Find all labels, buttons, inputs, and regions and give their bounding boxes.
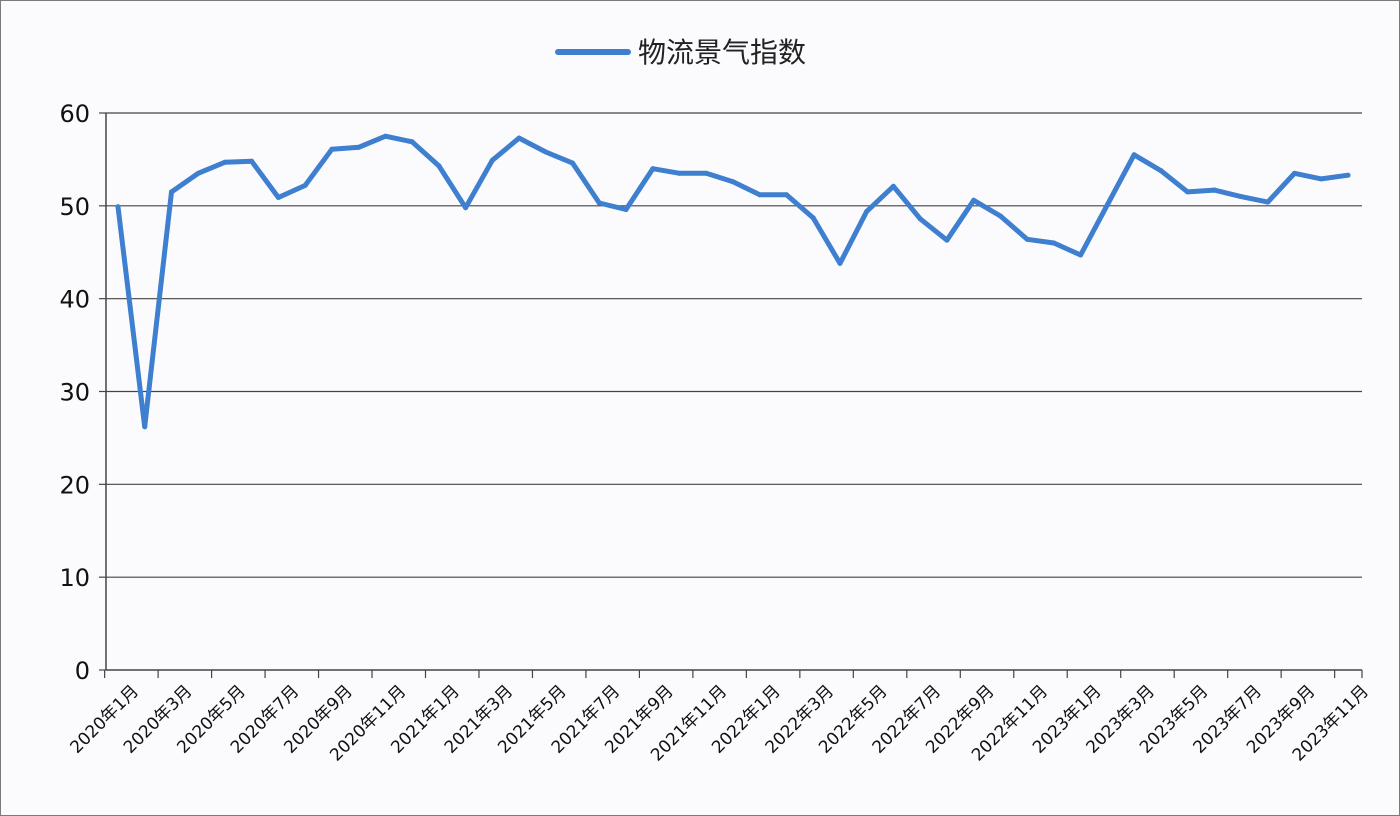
- data-point: [409, 139, 415, 145]
- data-point: [1265, 199, 1271, 205]
- data-point: [971, 197, 977, 203]
- data-point: [944, 237, 950, 243]
- legend-label: 物流景气指数: [638, 36, 806, 69]
- data-point: [570, 160, 576, 166]
- gridlines: [106, 112, 1362, 578]
- y-tick-label: 40: [59, 286, 90, 314]
- data-point: [1345, 172, 1351, 178]
- data-point: [730, 179, 736, 185]
- data-point: [703, 170, 709, 176]
- data-point: [650, 166, 656, 172]
- data-point: [677, 170, 683, 176]
- data-point: [115, 204, 121, 210]
- data-point: [1158, 168, 1164, 174]
- y-axis-ticks: 0 10 20 30 40 50 60: [59, 100, 106, 685]
- data-point: [810, 215, 816, 221]
- data-point: [543, 149, 549, 155]
- data-point: [195, 170, 201, 176]
- data-point: [222, 159, 228, 165]
- y-tick-label: 50: [59, 193, 90, 221]
- data-point: [917, 216, 923, 222]
- data-point: [1024, 236, 1030, 242]
- data-point: [356, 144, 362, 150]
- data-point: [1318, 176, 1324, 182]
- data-point: [757, 192, 763, 198]
- data-point: [489, 157, 495, 163]
- data-point: [864, 208, 870, 214]
- data-point: [623, 207, 629, 213]
- y-tick-label: 0: [75, 657, 90, 685]
- data-point: [837, 260, 843, 266]
- y-tick-label: 20: [59, 471, 90, 499]
- data-point: [516, 135, 522, 141]
- data-point: [382, 133, 388, 139]
- data-point: [302, 182, 308, 188]
- data-point: [997, 213, 1003, 219]
- data-point: [1104, 202, 1110, 208]
- data-point: [1211, 187, 1217, 193]
- data-point: [463, 205, 469, 211]
- data-point: [890, 183, 896, 189]
- data-point: [1131, 152, 1137, 158]
- legend: 物流景气指数: [555, 36, 806, 69]
- data-point: [329, 146, 335, 152]
- data-point: [1185, 189, 1191, 195]
- data-point: [142, 424, 148, 430]
- data-point: [436, 163, 442, 169]
- data-point: [1292, 170, 1298, 176]
- data-point: [275, 194, 281, 200]
- y-tick-label: 30: [59, 379, 90, 407]
- y-tick-label: 60: [59, 100, 90, 128]
- data-point: [1238, 194, 1244, 200]
- data-point: [249, 158, 255, 164]
- data-point: [1078, 252, 1084, 258]
- y-tick-label: 10: [59, 564, 90, 592]
- data-point: [1051, 240, 1057, 246]
- series-group: [115, 133, 1351, 430]
- data-point: [168, 189, 174, 195]
- data-point: [783, 192, 789, 198]
- x-axis-ticks: 2020年1月2020年3月2020年5月2020年7月2020年9月2020年…: [66, 670, 1373, 765]
- data-point: [596, 200, 602, 206]
